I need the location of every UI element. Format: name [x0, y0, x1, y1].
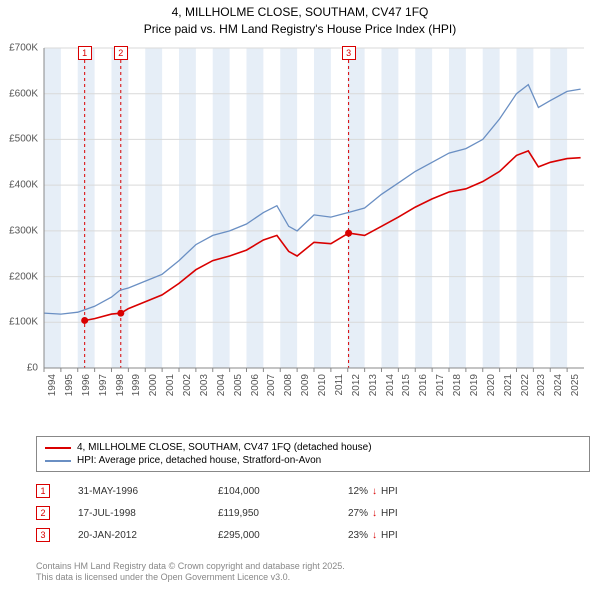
y-tick-label: £0 — [2, 363, 38, 374]
x-tick-label: 2005 — [233, 374, 244, 396]
x-tick-label: 2013 — [368, 374, 379, 396]
x-tick-label: 2017 — [435, 374, 446, 396]
y-tick-label: £700K — [2, 43, 38, 54]
x-tick-label: 2019 — [469, 374, 480, 396]
x-tick-label: 2025 — [570, 374, 581, 396]
delta-percent: 27% — [348, 508, 368, 519]
x-tick-label: 1999 — [131, 374, 142, 396]
x-tick-label: 2007 — [266, 374, 277, 396]
sale-price: £119,950 — [218, 508, 348, 519]
sale-date: 17-JUL-1998 — [78, 508, 218, 519]
legend-label: 4, MILLHOLME CLOSE, SOUTHAM, CV47 1FQ (d… — [77, 442, 372, 453]
sale-delta: 12% ↓ HPI — [348, 486, 398, 497]
x-tick-label: 2015 — [401, 374, 412, 396]
x-tick-label: 2024 — [553, 374, 564, 396]
delta-percent: 12% — [348, 486, 368, 497]
sale-price: £104,000 — [218, 486, 348, 497]
x-tick-label: 1998 — [115, 374, 126, 396]
legend-swatch — [45, 460, 71, 462]
title-line-2: Price paid vs. HM Land Registry's House … — [0, 21, 600, 38]
y-tick-label: £100K — [2, 317, 38, 328]
y-tick-label: £500K — [2, 134, 38, 145]
x-tick-label: 2003 — [199, 374, 210, 396]
sale-date: 31-MAY-1996 — [78, 486, 218, 497]
x-tick-label: 2010 — [317, 374, 328, 396]
sales-table-row: 2 17-JUL-1998£119,95027% ↓ HPI — [36, 502, 590, 524]
x-tick-label: 2014 — [385, 374, 396, 396]
sales-table-row: 1 31-MAY-1996£104,00012% ↓ HPI — [36, 480, 590, 502]
footer-line-2: This data is licensed under the Open Gov… — [36, 572, 345, 584]
x-tick-label: 2006 — [250, 374, 261, 396]
x-tick-label: 2016 — [418, 374, 429, 396]
x-tick-label: 2002 — [182, 374, 193, 396]
sale-delta: 27% ↓ HPI — [348, 508, 398, 519]
sale-marker-number: 2 — [36, 506, 50, 520]
title-block: 4, MILLHOLME CLOSE, SOUTHAM, CV47 1FQ Pr… — [0, 0, 600, 38]
x-tick-label: 2020 — [486, 374, 497, 396]
sale-delta: 23% ↓ HPI — [348, 530, 398, 541]
sale-marker-number: 1 — [36, 484, 50, 498]
x-tick-label: 2021 — [503, 374, 514, 396]
footer-attribution: Contains HM Land Registry data © Crown c… — [36, 561, 345, 584]
delta-suffix: HPI — [381, 530, 398, 541]
x-tick-label: 2011 — [334, 374, 345, 396]
title-line-1: 4, MILLHOLME CLOSE, SOUTHAM, CV47 1FQ — [0, 4, 600, 21]
sale-marker-number: 3 — [36, 528, 50, 542]
x-tick-label: 2009 — [300, 374, 311, 396]
sale-price: £295,000 — [218, 530, 348, 541]
x-tick-label: 2000 — [148, 374, 159, 396]
x-tick-label: 2018 — [452, 374, 463, 396]
legend-row: HPI: Average price, detached house, Stra… — [45, 454, 581, 467]
down-arrow-icon: ↓ — [372, 508, 377, 519]
event-marker-label: 2 — [114, 46, 128, 60]
x-tick-label: 2001 — [165, 374, 176, 396]
legend-label: HPI: Average price, detached house, Stra… — [77, 455, 321, 466]
chart-svg — [36, 42, 590, 398]
x-tick-label: 2023 — [536, 374, 547, 396]
event-marker-label: 3 — [342, 46, 356, 60]
legend-swatch — [45, 447, 71, 449]
down-arrow-icon: ↓ — [372, 530, 377, 541]
footer-line-1: Contains HM Land Registry data © Crown c… — [36, 561, 345, 573]
down-arrow-icon: ↓ — [372, 486, 377, 497]
sales-table-row: 3 20-JAN-2012£295,00023% ↓ HPI — [36, 524, 590, 546]
delta-suffix: HPI — [381, 508, 398, 519]
chart-container: 4, MILLHOLME CLOSE, SOUTHAM, CV47 1FQ Pr… — [0, 0, 600, 590]
delta-suffix: HPI — [381, 486, 398, 497]
x-tick-label: 1996 — [81, 374, 92, 396]
legend-row: 4, MILLHOLME CLOSE, SOUTHAM, CV47 1FQ (d… — [45, 441, 581, 454]
delta-percent: 23% — [348, 530, 368, 541]
x-tick-label: 2004 — [216, 374, 227, 396]
x-tick-label: 2012 — [351, 374, 362, 396]
y-tick-label: £300K — [2, 225, 38, 236]
x-tick-label: 2022 — [520, 374, 531, 396]
x-tick-label: 1994 — [47, 374, 58, 396]
event-marker-label: 1 — [78, 46, 92, 60]
y-tick-label: £600K — [2, 88, 38, 99]
x-tick-label: 2008 — [283, 374, 294, 396]
y-tick-label: £200K — [2, 271, 38, 282]
sales-table: 1 31-MAY-1996£104,00012% ↓ HPI 2 17-JUL-1998£… — [36, 480, 590, 546]
x-tick-label: 1995 — [64, 374, 75, 396]
x-tick-label: 1997 — [98, 374, 109, 396]
legend-box: 4, MILLHOLME CLOSE, SOUTHAM, CV47 1FQ (d… — [36, 436, 590, 472]
chart-area — [36, 42, 590, 398]
sale-date: 20-JAN-2012 — [78, 530, 218, 541]
y-tick-label: £400K — [2, 180, 38, 191]
